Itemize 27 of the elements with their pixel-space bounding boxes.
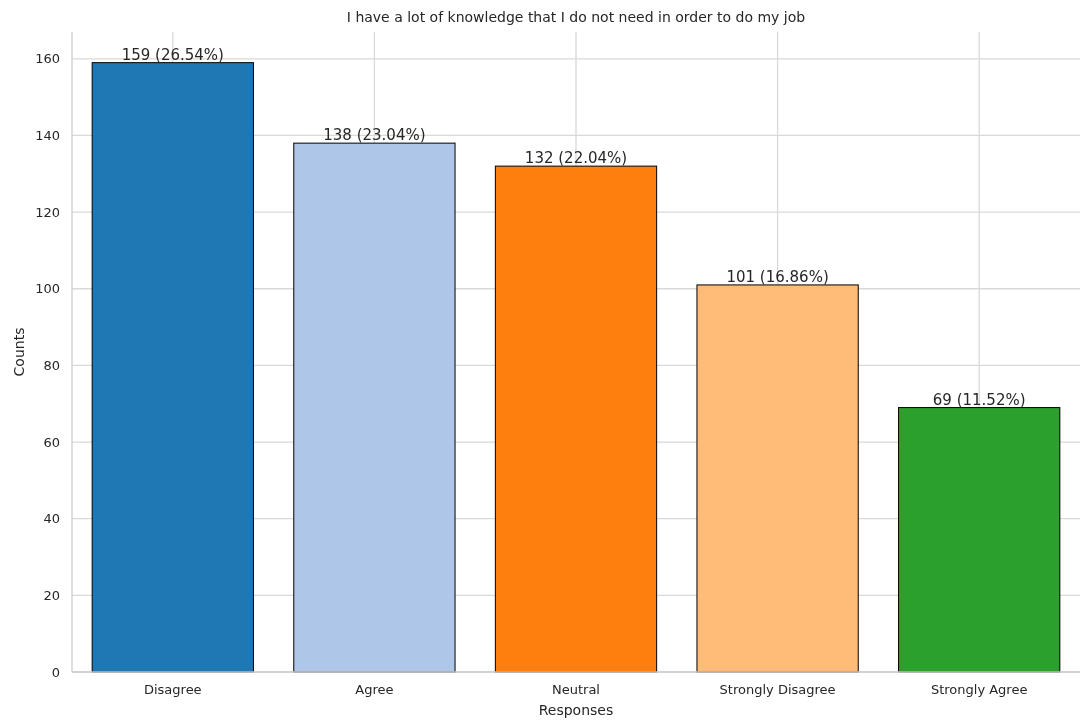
x-tick-label: Strongly Agree bbox=[930, 682, 1028, 697]
data-label: 138 (23.04%) bbox=[323, 126, 426, 145]
y-tick-label: 100 bbox=[35, 281, 60, 297]
data-label: 69 (11.52%) bbox=[932, 390, 1026, 409]
y-tick-label: 140 bbox=[35, 128, 60, 144]
x-tick-label: Agree bbox=[355, 682, 394, 697]
data-label: 101 (16.86%) bbox=[726, 267, 829, 286]
bar bbox=[293, 142, 456, 673]
bar bbox=[898, 407, 1061, 673]
y-tick-label: 20 bbox=[43, 587, 60, 603]
y-tick-label: 80 bbox=[43, 357, 60, 373]
x-tick-label: Disagree bbox=[143, 682, 202, 697]
data-label: 159 (26.54%) bbox=[121, 45, 224, 64]
bar bbox=[696, 284, 859, 673]
y-tick-label: 160 bbox=[35, 51, 60, 67]
chart-title: I have a lot of knowledge that I do not need in order to do my job bbox=[346, 9, 806, 25]
y-tick-label: 120 bbox=[35, 204, 60, 220]
bar bbox=[494, 165, 658, 673]
y-tick-label: 60 bbox=[43, 434, 60, 450]
x-tick-label: Strongly Disagree bbox=[719, 682, 836, 697]
x-tick-label: Neutral bbox=[552, 682, 600, 697]
y-tick-label: 0 bbox=[51, 664, 60, 680]
data-label: 132 (22.04%) bbox=[524, 149, 628, 168]
bar bbox=[91, 62, 254, 673]
x-axis-title: Responses bbox=[538, 702, 614, 718]
y-tick-label: 40 bbox=[43, 511, 60, 527]
y-axis-title: Counts bbox=[11, 327, 27, 377]
